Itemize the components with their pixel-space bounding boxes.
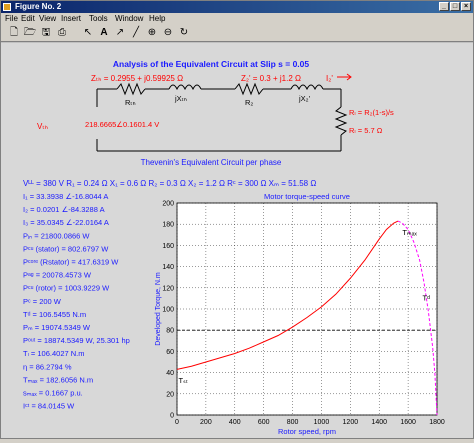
- result-line: Pᵢₙ = 21800.0866 W: [23, 231, 90, 240]
- y-tick-label: 140: [162, 264, 174, 271]
- window-title: Figure No. 2: [15, 2, 62, 11]
- r2-label: R₂: [245, 98, 253, 107]
- save-icon[interactable]: 🖫: [41, 27, 51, 38]
- title-bar: Figure No. 2 _ □ ×: [1, 1, 473, 13]
- y-tick-label: 100: [162, 307, 174, 314]
- menu-help[interactable]: Help: [149, 14, 166, 23]
- x-tick-label: 1800: [429, 419, 445, 426]
- print-icon[interactable]: ⎙: [58, 27, 66, 38]
- arrow-icon[interactable]: ↖: [83, 27, 93, 38]
- result-line: Pᶜ = 200 W: [23, 297, 62, 306]
- text-icon[interactable]: A: [100, 27, 108, 38]
- x-tick-label: 200: [200, 419, 212, 426]
- menu-edit[interactable]: Edit: [21, 14, 35, 23]
- menu-window[interactable]: Window: [115, 14, 144, 23]
- y-axis-label: Developed Torque, N.m: [155, 272, 162, 346]
- y-tick-label: 120: [162, 285, 174, 292]
- x-tick-label: 1600: [400, 419, 416, 426]
- open-icon[interactable]: 🗁: [23, 27, 37, 38]
- y-tick-label: 200: [162, 201, 174, 208]
- maximize-button[interactable]: □: [450, 2, 460, 11]
- y-tick-label: 80: [166, 328, 174, 335]
- zth-label: Zₜₕ = 0.2955 + j0.59925 Ω: [91, 74, 183, 83]
- vth-value: 218.6665∠0.1601.4 V: [85, 120, 159, 129]
- y-tick-label: 20: [166, 391, 174, 398]
- minimize-button[interactable]: _: [439, 2, 449, 11]
- torque-speed-chart: 0 200 400 600 800 1000 1200 1400 1600 1800 0 20 40 60…: [155, 192, 445, 436]
- close-button[interactable]: ×: [461, 2, 471, 11]
- result-line: Tₘₐₓ = 182.6056 N.m: [23, 375, 93, 384]
- x-axis-label: Rotor speed, rpm: [278, 427, 336, 436]
- x-tick-label: 600: [258, 419, 270, 426]
- result-line: I₃ = 35.0345 ∠-22.0164 A: [23, 218, 109, 227]
- x-tick-label: 1400: [371, 419, 387, 426]
- rotate-icon[interactable]: ↻: [179, 27, 189, 38]
- result-line: Tₗ = 106.4027 N.m: [23, 349, 85, 358]
- td-annotation: Tᵈ: [423, 294, 431, 303]
- result-line: Tᵈ = 106.5455 N.m: [23, 310, 86, 319]
- tst-annotation: Tₛₜ: [178, 376, 188, 385]
- y-tick-label: 40: [166, 370, 174, 377]
- vth-label: Vₜₕ: [37, 122, 48, 131]
- circuit-wires: [96, 82, 348, 152]
- figure-icon: [3, 3, 11, 11]
- menu-file[interactable]: File: [5, 14, 18, 23]
- new-icon[interactable]: 🗋: [9, 27, 19, 38]
- rth-resistor: [116, 82, 146, 96]
- xth-inductor: [168, 84, 202, 91]
- result-line: Pᶜᵒʳᵉ (Rstator) = 417.6319 W: [23, 258, 119, 267]
- x-tick-label: 800: [287, 419, 299, 426]
- menu-view[interactable]: View: [39, 14, 57, 23]
- result-line: Iᶜᵗ = 84.0145 W: [23, 402, 75, 411]
- chart-title: Motor torque-speed curve: [264, 192, 350, 201]
- result-line: Pᶜᵘ (rotor) = 1003.9229 W: [23, 284, 110, 293]
- line-icon[interactable]: ╱: [132, 27, 140, 38]
- result-line: Pᵃᵍ = 20078.4573 W: [23, 271, 92, 280]
- result-line: I₁ = 33.3938 ∠-16.8044 A: [23, 192, 108, 201]
- x-tick-label: 1200: [343, 419, 359, 426]
- result-line: Pₘ = 19074.5349 W: [23, 323, 91, 332]
- y-tick-label: 160: [162, 243, 174, 250]
- result-line: Pᵒᵘᵗ = 18874.5349 W, 25.301 hp: [23, 336, 130, 345]
- x-tick-label: 0: [175, 419, 179, 426]
- series-line-1: [397, 220, 438, 416]
- figure-svg: Analysis of the Equivalent Circuit at Sl…: [23, 59, 445, 436]
- xth-label: jXₜₕ: [174, 94, 187, 103]
- result-line: sₘₐₓ = 0.1667 p.u.: [23, 389, 83, 398]
- result-line: Pᶜᵘ (stator) = 802.6797 W: [23, 244, 109, 253]
- figure-canvas[interactable]: Analysis of the Equivalent Circuit at Sl…: [1, 43, 473, 438]
- series-line-0: [176, 220, 399, 370]
- zoom-out-icon[interactable]: ⊖: [163, 27, 173, 38]
- current-arrow: [337, 73, 352, 81]
- y-tick-label: 0: [170, 413, 174, 420]
- results-list: I₁ = 33.3938 ∠-16.8044 A I₂ = 0.0201 ∠-84…: [23, 192, 130, 411]
- circuit-title: Analysis of the Equivalent Circuit at Sl…: [113, 59, 310, 69]
- rl-formula: Rₗ = R₂(1-s)/s: [349, 108, 394, 117]
- menu-tools[interactable]: Tools: [89, 14, 108, 23]
- menu-bar: File Edit View Insert Tools Window Help: [1, 13, 473, 24]
- y-tick-label: 180: [162, 222, 174, 229]
- rth-label: Rₜₕ: [125, 98, 136, 107]
- y-tick-label: 60: [166, 349, 174, 356]
- i2-label: I₂': [326, 74, 333, 83]
- zoom-in-icon[interactable]: ⊕: [147, 27, 157, 38]
- menu-insert[interactable]: Insert: [61, 14, 82, 23]
- x2-label: jX₂': [298, 94, 311, 103]
- x-tick-label: 400: [229, 419, 241, 426]
- params-line: Vᴸᴸ = 380 V R₁ = 0.24 Ω X₁ = 0.6 Ω R₂ = …: [23, 179, 316, 188]
- circuit-caption: Thevenin's Equivalent Circuit per phase: [141, 158, 282, 167]
- rl-value: Rₗ = 5.7 Ω: [349, 126, 383, 135]
- rl-resistor: [334, 106, 348, 136]
- x2-inductor: [290, 84, 324, 91]
- result-line: η = 86.2794 %: [23, 362, 72, 371]
- result-line: I₂ = 0.0201 ∠-84.3288 A: [23, 205, 105, 214]
- r2-resistor: [234, 82, 264, 96]
- x-tick-label: 1000: [314, 419, 330, 426]
- z2-label: Z₂' = 0.3 + j1.2 Ω: [241, 74, 301, 83]
- tmax-annotation: Tₘₐₓ: [402, 228, 417, 237]
- arrow-line-icon[interactable]: ↗: [115, 27, 125, 38]
- toolbar: 🗋 🗁 🖫 ⎙ ↖ A ↗ ╱ ⊕ ⊖ ↻: [1, 24, 473, 42]
